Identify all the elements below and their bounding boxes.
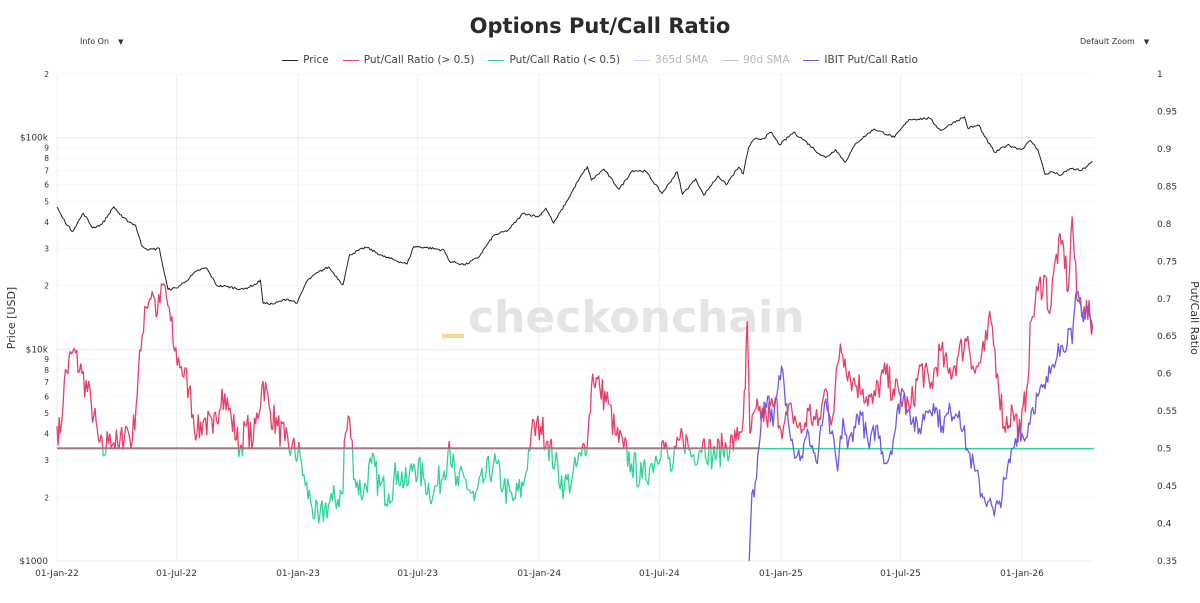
y-left-tick-label: 9 <box>44 355 49 364</box>
y-left-tick-label: 8 <box>44 366 49 375</box>
y-left-tick-label: 7 <box>44 378 49 387</box>
y-right-tick-label: 0.6 <box>1157 370 1172 380</box>
x-tick-label: 01-Jan-23 <box>276 569 320 579</box>
y-right-tick-label: 0.55 <box>1157 407 1177 417</box>
y-right-tick-label: 1 <box>1157 70 1163 80</box>
y-left-tick-label: 5 <box>44 197 49 206</box>
y-left-tick-label: 9 <box>44 143 49 152</box>
y-left-tick-label: 4 <box>44 430 49 439</box>
y-axis-left-title: Price [USD] <box>5 287 18 349</box>
x-tick-label: 01-Jul-23 <box>397 569 438 579</box>
y-left-tick-label: 2 <box>44 282 49 291</box>
x-tick-label: 01-Jan-25 <box>759 569 803 579</box>
y-right-tick-label: 0.7 <box>1157 295 1171 305</box>
y-left-tick-label: 2 <box>44 70 49 79</box>
y-left-tick-label: 3 <box>44 456 49 465</box>
x-tick-label: 01-Jan-22 <box>35 569 79 579</box>
y-axis-right-title: Put/Call Ratio <box>1188 281 1200 355</box>
y-right-tick-label: 0.75 <box>1157 257 1177 267</box>
x-tick-label: 01-Jul-24 <box>639 569 680 579</box>
y-right-tick-label: 0.45 <box>1157 482 1177 492</box>
y-left-tick-label: 2 <box>44 493 49 502</box>
x-tick-label: 01-Jul-22 <box>156 569 197 579</box>
y-left-tick-label: 8 <box>44 154 49 163</box>
y-left-tick-label: 6 <box>44 181 49 190</box>
y-left-tick-label: 3 <box>44 244 49 253</box>
price-line <box>57 117 1093 305</box>
y-left-tick-label: $10k <box>26 345 49 355</box>
y-right-tick-label: 0.5 <box>1157 445 1171 455</box>
y-left-tick-label: 4 <box>44 218 49 227</box>
y-left-tick-label: $100k <box>20 134 49 144</box>
y-right-tick-label: 0.65 <box>1157 332 1177 342</box>
y-right-tick-label: 0.85 <box>1157 182 1177 192</box>
y-left-tick-label: 7 <box>44 166 49 175</box>
x-tick-label: 01-Jul-25 <box>880 569 921 579</box>
x-tick-label: 01-Jan-26 <box>1000 569 1044 579</box>
watermark: checkonchain <box>442 292 804 343</box>
y-left-tick-label: 6 <box>44 392 49 401</box>
chart-canvas[interactable]: checkonchain Price [USD] Put/Call Ratio … <box>0 0 1200 603</box>
y-right-tick-label: 0.35 <box>1157 557 1177 567</box>
watermark-accent <box>442 334 464 338</box>
y-right-tick-label: 0.8 <box>1157 220 1172 230</box>
y-left-tick-label: $1000 <box>19 557 48 567</box>
y-right-tick-label: 0.9 <box>1157 145 1172 155</box>
y-left-tick-label: 5 <box>44 409 49 418</box>
y-right-tick-label: 0.4 <box>1157 520 1172 530</box>
x-tick-label: 01-Jan-24 <box>517 569 561 579</box>
watermark-text: checkonchain <box>468 292 804 343</box>
y-right-tick-label: 0.95 <box>1157 107 1177 117</box>
